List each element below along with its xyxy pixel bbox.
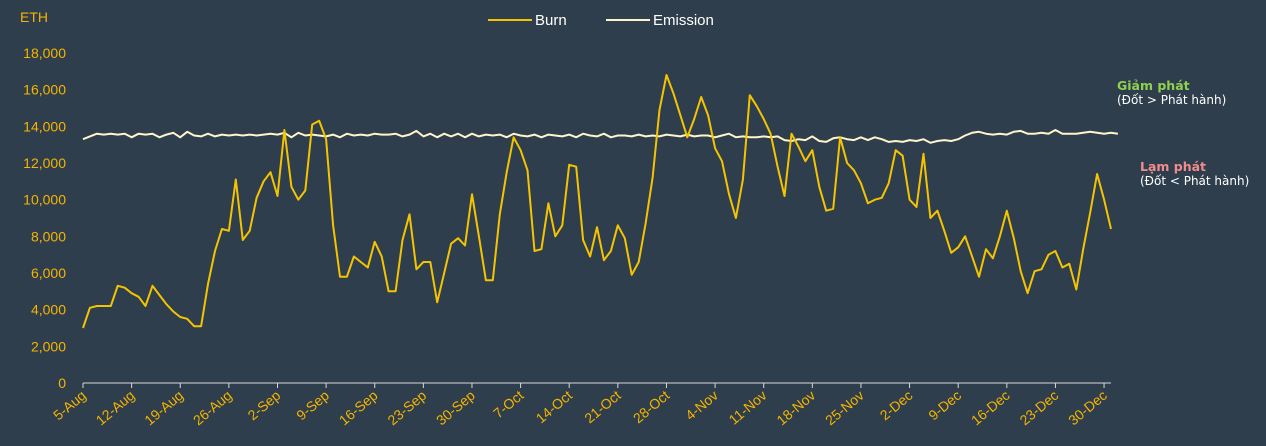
y-axis-label: ETH [20, 9, 48, 25]
x-axis-ticks: 5-Aug 12-Aug 19-Aug 26-Aug 2-Sep 9-Sep 16-Sep 2… [50, 383, 1110, 428]
y-tick-label: 10,000 [23, 192, 66, 208]
legend-label: Emission [653, 12, 714, 29]
x-tick-label: 4-Nov [682, 387, 721, 423]
series-lines [82, 74, 1119, 329]
x-tick-label: 23-Sep [384, 387, 429, 428]
x-tick-label: 23-Dec [1016, 387, 1061, 428]
x-tick-label: 16-Sep [336, 387, 381, 428]
x-tick-label: 30-Dec [1065, 387, 1110, 428]
series-line-burn [82, 74, 1112, 329]
y-tick-label: 0 [58, 375, 66, 391]
inflation-subtitle: (Đốt < Phát hành) [1140, 174, 1250, 188]
x-tick-label: 28-Oct [630, 387, 673, 426]
y-tick-label: 6,000 [31, 265, 66, 281]
x-tick-label: 2-Dec [877, 387, 916, 423]
inflation-annotation: Lạm phát (Đốt < Phát hành) [1140, 159, 1249, 189]
y-tick-label: 8,000 [31, 228, 66, 244]
y-tick-label: 18,000 [23, 45, 66, 61]
deflation-subtitle: (Đốt > Phát hành) [1117, 93, 1227, 107]
x-tick-label: 12-Aug [93, 387, 138, 428]
x-tick-label: 11-Nov [726, 387, 770, 428]
legend: Burn Emission [488, 12, 714, 29]
y-tick-label: 4,000 [31, 302, 66, 318]
x-tick-label: 26-Aug [190, 387, 235, 428]
x-tick-label: 14-Oct [533, 387, 576, 426]
y-tick-label: 16,000 [23, 82, 66, 98]
y-tick-label: 12,000 [23, 155, 66, 171]
x-tick-label: 19-Aug [141, 387, 186, 428]
y-tick-label: 2,000 [31, 338, 66, 354]
x-tick-label: 9-Dec [925, 387, 964, 423]
x-tick-label: 5-Aug [50, 387, 89, 423]
x-tick-label: 9-Sep [293, 387, 332, 423]
y-axis-ticks: 0 2,000 4,000 6,000 8,000 10,000 12,000 14,000 1… [23, 45, 66, 391]
x-tick-label: 25-Nov [822, 387, 867, 428]
x-tick-label: 2-Sep [245, 387, 284, 423]
series-line-emission [82, 129, 1119, 144]
legend-label: Burn [535, 12, 567, 29]
inflation-title: Lạm phát [1140, 159, 1207, 174]
x-tick-label: 18-Nov [773, 387, 818, 428]
deflation-annotation: Giảm phát (Đốt > Phát hành) [1117, 78, 1226, 108]
x-tick-label: 16-Dec [968, 387, 1013, 428]
x-tick-label: 21-Oct [581, 387, 624, 426]
x-tick-label: 7-Oct [490, 387, 527, 421]
x-tick-label: 30-Sep [433, 387, 478, 428]
y-tick-label: 14,000 [23, 118, 66, 134]
deflation-title: Giảm phát [1117, 78, 1190, 93]
